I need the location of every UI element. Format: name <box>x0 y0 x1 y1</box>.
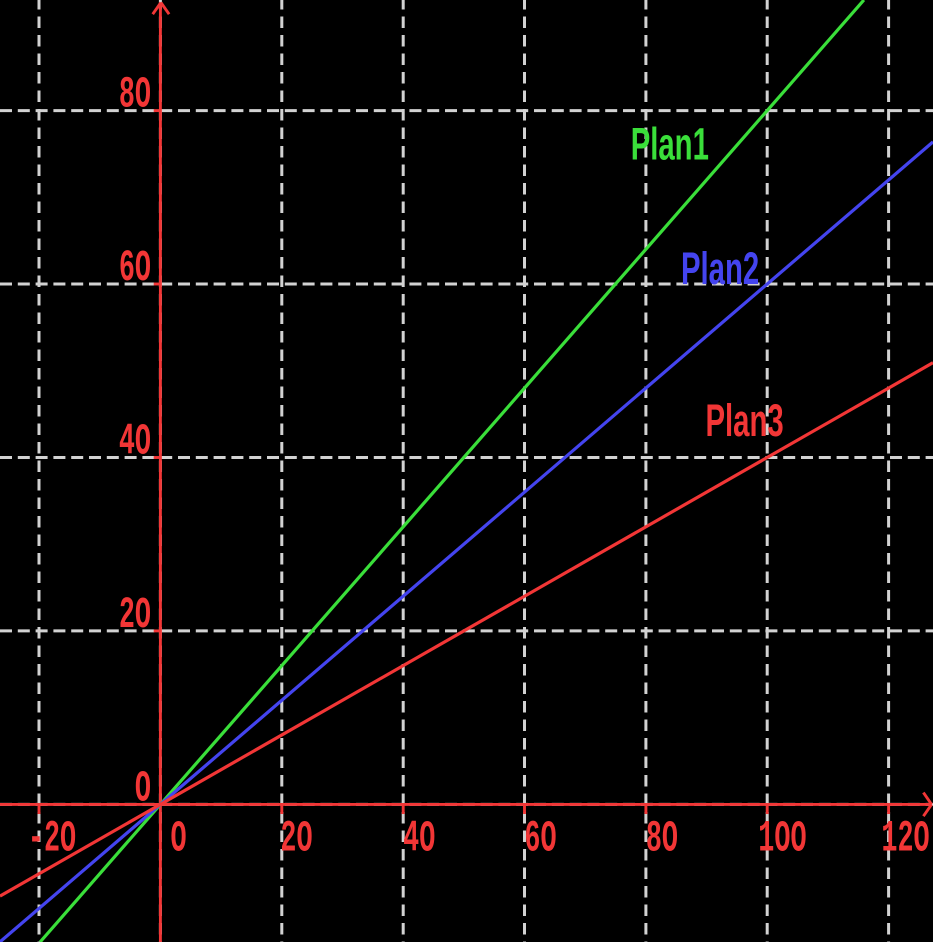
svg-text:Plan2: Plan2 <box>681 243 759 294</box>
svg-text:4O: 4O <box>403 814 435 864</box>
svg-text:O: O <box>170 814 186 864</box>
svg-text:12O: 12O <box>881 814 929 864</box>
svg-text:8O: 8O <box>119 70 151 120</box>
svg-text:O: O <box>135 764 151 814</box>
svg-text:8O: 8O <box>646 814 678 864</box>
svg-text:Plan3: Plan3 <box>706 395 784 446</box>
svg-text:2O: 2O <box>280 814 312 864</box>
svg-text:2O: 2O <box>119 591 151 641</box>
svg-text:Plan1: Plan1 <box>631 119 709 170</box>
svg-text:-2O: -2O <box>28 814 76 864</box>
svg-text:4O: 4O <box>119 417 151 467</box>
svg-text:6O: 6O <box>524 814 556 864</box>
svg-text:1OO: 1OO <box>758 814 806 864</box>
svg-text:6O: 6O <box>119 244 151 294</box>
